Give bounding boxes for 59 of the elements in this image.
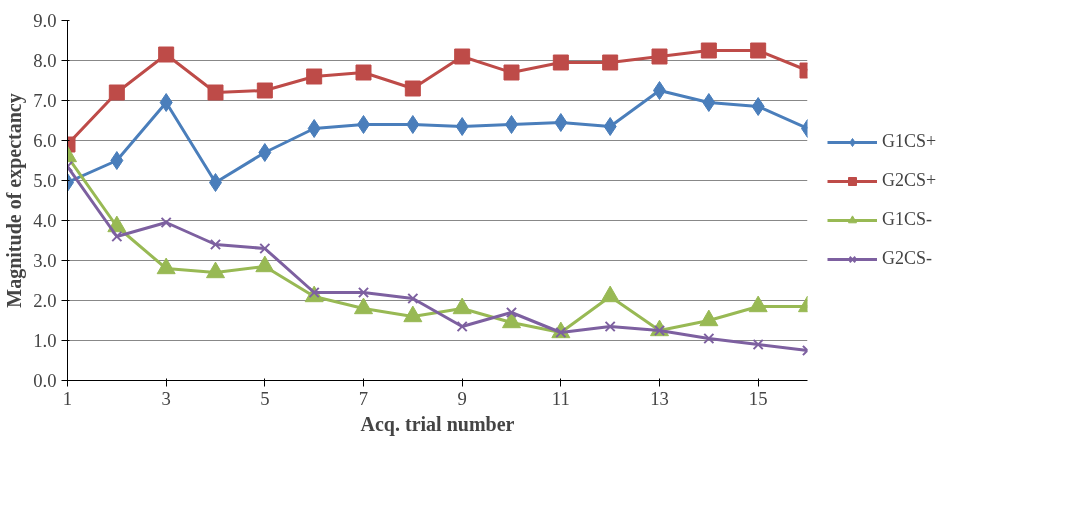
legend-label: G2CS+ bbox=[882, 170, 938, 191]
point bbox=[554, 113, 568, 132]
point bbox=[702, 93, 716, 112]
point bbox=[456, 320, 468, 333]
point bbox=[602, 54, 619, 71]
y-tick-label: 6.0 bbox=[33, 130, 57, 151]
legend-label: G1CS+ bbox=[882, 131, 938, 152]
point bbox=[750, 42, 767, 59]
point bbox=[703, 332, 715, 345]
point bbox=[207, 84, 224, 101]
point bbox=[256, 82, 273, 99]
point bbox=[503, 64, 520, 81]
x-tick-label: 3 bbox=[161, 387, 171, 409]
x-tick-label: 15 bbox=[748, 387, 768, 409]
point bbox=[407, 292, 419, 305]
x-tick-label: 5 bbox=[260, 387, 270, 409]
point bbox=[603, 117, 617, 136]
x-tick-label: 9 bbox=[457, 387, 467, 409]
point bbox=[357, 286, 370, 299]
y-tick-label: 9.0 bbox=[33, 10, 57, 31]
point bbox=[505, 306, 518, 319]
legend-label: G1CS- bbox=[882, 209, 933, 230]
y-tick-label: 3.0 bbox=[33, 250, 57, 271]
x-tick-label: 7 bbox=[358, 387, 369, 409]
legend-label: G2CS- bbox=[882, 248, 933, 269]
point bbox=[700, 42, 717, 59]
point bbox=[454, 48, 471, 65]
point bbox=[160, 216, 172, 229]
y-tick-label: 7.0 bbox=[33, 90, 57, 111]
x-tick-label: 1 bbox=[62, 387, 73, 409]
y-axis-title: Magnitude of expectancy bbox=[3, 93, 27, 308]
y-tick-label: 8.0 bbox=[33, 50, 57, 71]
point bbox=[552, 54, 569, 71]
y-tick-label: 2.0 bbox=[33, 290, 57, 311]
point bbox=[259, 242, 271, 255]
y-tick-label: 1.0 bbox=[33, 330, 57, 351]
point bbox=[751, 97, 765, 116]
point bbox=[108, 84, 125, 101]
point bbox=[404, 80, 421, 97]
x-tick-label: 11 bbox=[551, 387, 570, 409]
point bbox=[406, 115, 420, 134]
point bbox=[651, 48, 668, 65]
point bbox=[110, 151, 124, 170]
point bbox=[455, 117, 469, 136]
y-tick-label: 5.0 bbox=[33, 170, 57, 191]
x-axis-title: Acq. trial number bbox=[360, 412, 515, 436]
point bbox=[158, 46, 175, 63]
point bbox=[604, 320, 616, 333]
point bbox=[209, 238, 222, 251]
point bbox=[111, 230, 123, 243]
y-tick-label: 4.0 bbox=[33, 210, 57, 231]
point bbox=[752, 338, 764, 351]
point bbox=[306, 68, 323, 85]
point bbox=[159, 93, 173, 112]
point bbox=[355, 64, 372, 81]
y-tick-label: 0.0 bbox=[33, 370, 57, 391]
point bbox=[258, 143, 272, 162]
x-tick-label: 13 bbox=[650, 387, 669, 409]
point bbox=[307, 119, 321, 138]
